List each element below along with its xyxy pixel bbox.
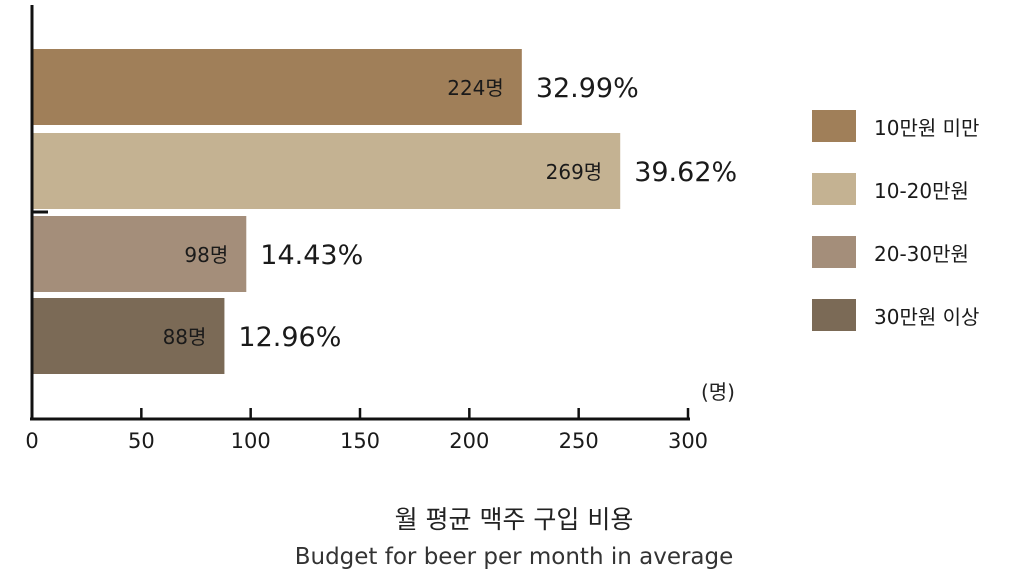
legend-label: 10만원 미만	[874, 115, 980, 140]
x-unit-label: (명)	[701, 380, 735, 404]
bar-under-10	[32, 49, 522, 125]
legend-label: 30만원 이상	[874, 304, 980, 329]
bar-20-30	[32, 216, 247, 292]
legend-item-20-30: 20-30만원	[812, 236, 1012, 268]
bar-count-label: 98명	[184, 243, 228, 267]
legend-label: 20-30만원	[874, 241, 969, 266]
bar-chart: 224명 32.99% 269명 39.62% 98명 14.43% 88명 12.96% 0…	[25, 5, 737, 453]
legend-swatch	[812, 173, 856, 205]
bar-percent-label: 12.96%	[238, 322, 341, 353]
legend-swatch	[812, 236, 856, 268]
legend-swatch	[812, 299, 856, 331]
bar-count-label: 269명	[546, 160, 603, 184]
bar-percent-label: 39.62%	[634, 157, 737, 188]
caption-korean: 월 평균 맥주 구입 비용	[394, 505, 634, 534]
legend-item-10-20: 10-20만원	[812, 173, 1012, 205]
x-tick-label: 0	[25, 429, 38, 453]
legend-item-under-10: 10만원 미만	[812, 110, 1012, 142]
caption-english: Budget for beer per month in average	[294, 544, 734, 570]
bar-percent-label: 14.43%	[260, 240, 363, 271]
x-tick-label: 50	[128, 429, 155, 453]
legend-swatch	[812, 110, 856, 142]
bar-count-label: 224명	[447, 76, 504, 100]
bars-group: 224명 32.99% 269명 39.62% 98명 14.43% 88명 12.96%	[32, 49, 737, 374]
x-tick-label: 200	[449, 429, 489, 453]
bar-count-label: 88명	[163, 325, 207, 349]
x-tick-label: 300	[668, 429, 708, 453]
bar-10-20	[32, 133, 621, 209]
x-tick-label: 150	[340, 429, 380, 453]
bar-percent-label: 32.99%	[536, 73, 639, 104]
x-tick-label: 100	[231, 429, 271, 453]
x-ticks-group: 0 50 100 150 200 250 300	[25, 408, 708, 453]
bar-over-30	[32, 298, 225, 374]
x-tick-label: 250	[559, 429, 599, 453]
legend: 10만원 미만 10-20만원 20-30만원 30만원 이상	[812, 110, 1012, 362]
legend-item-over-30: 30만원 이상	[812, 299, 1012, 331]
legend-label: 10-20만원	[874, 178, 969, 203]
